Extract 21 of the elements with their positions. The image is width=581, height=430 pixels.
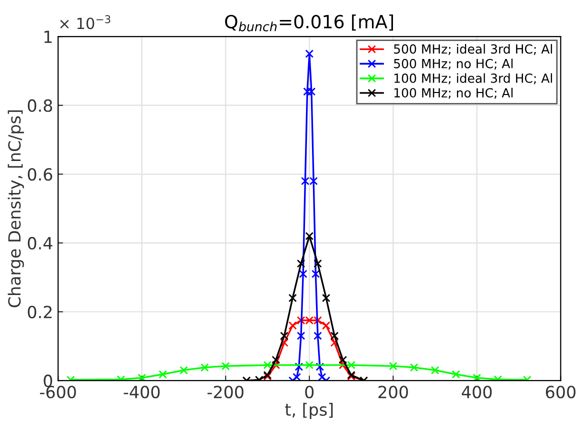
- legend-label: 500 MHz; ideal 3rd HC; Al: [394, 44, 552, 55]
- chart-title: Q$_{bunch}$=0.016 [mA]: [225, 14, 393, 32]
- legend-label: 100 MHz; no HC; Al: [394, 88, 513, 99]
- y-tick-label: 0: [44, 374, 52, 388]
- y-tick-label: 0.2: [28, 306, 52, 318]
- text: × 10$^{−3}$: [60, 15, 110, 30]
- y-tick-label: 0.4: [28, 236, 52, 250]
- y-tick-label: 0.8: [28, 99, 52, 112]
- x-tick-label: 600: [546, 386, 576, 398]
- y-tick-label: 0.6: [28, 168, 52, 181]
- x-tick-label: -400: [124, 386, 160, 398]
- y-axis-title: Charge Density, [nC/ps]: [8, 110, 24, 308]
- x-tick-label: 400: [462, 386, 492, 398]
- x-tick-label: 200: [378, 386, 408, 398]
- x-axis-title: t, [ps]: [285, 402, 333, 420]
- y-tick-label: 1: [44, 30, 52, 43]
- x-tick-label: -600: [40, 386, 76, 398]
- legend-label: 500 MHz; no HC; Al: [394, 58, 513, 70]
- x-tick-label: 0: [305, 386, 314, 398]
- legend-label: 100 MHz; ideal 3rd HC; Al: [394, 73, 552, 84]
- x-tick-label: -200: [208, 386, 244, 398]
